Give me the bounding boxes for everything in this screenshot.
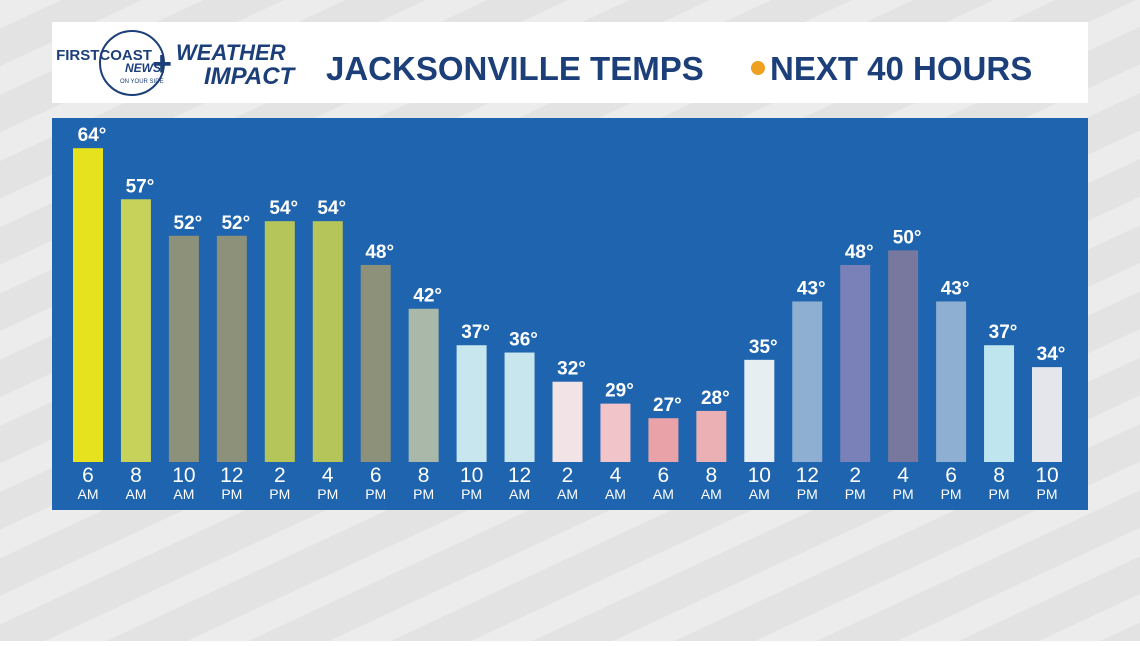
bar xyxy=(360,264,391,462)
bar xyxy=(888,250,919,462)
x-tick-period: AM xyxy=(125,486,146,502)
x-tick-hour: 10 xyxy=(460,464,483,487)
x-tick-period: PM xyxy=(413,486,434,502)
x-tick-hour: 6 xyxy=(658,464,670,487)
bar xyxy=(168,235,199,462)
x-tick-hour: 8 xyxy=(993,464,1005,487)
bar xyxy=(984,345,1015,462)
bar xyxy=(264,221,295,462)
x-tick-period: AM xyxy=(749,486,770,502)
value-label: 32° xyxy=(557,359,586,380)
x-tick-period: PM xyxy=(989,486,1010,502)
x-tick-hour: 4 xyxy=(610,464,622,487)
x-tick-period: PM xyxy=(461,486,482,502)
bar xyxy=(792,301,823,462)
value-label: 42° xyxy=(413,286,442,307)
x-tick-hour: 6 xyxy=(82,464,94,487)
bar xyxy=(120,199,151,462)
bar xyxy=(1032,367,1062,462)
bar xyxy=(408,308,439,462)
value-label: 57° xyxy=(126,176,155,197)
x-tick-hour: 12 xyxy=(220,464,243,487)
x-tick-period: AM xyxy=(509,486,530,502)
logo-station: FIRSTCOAST xyxy=(56,47,152,64)
x-tick-hour: 12 xyxy=(508,464,531,487)
x-tick-hour: 6 xyxy=(945,464,957,487)
x-tick-period: AM xyxy=(605,486,626,502)
bar xyxy=(696,410,727,462)
x-tick-hour: 10 xyxy=(172,464,195,487)
x-tick-period: AM xyxy=(173,486,194,502)
bar xyxy=(552,381,583,462)
x-tick-hour: 6 xyxy=(370,464,382,487)
logo-weather: WEATHER xyxy=(176,40,286,65)
logo-ring xyxy=(99,30,165,96)
x-tick-hour: 10 xyxy=(1035,464,1058,487)
x-tick-hour: 4 xyxy=(322,464,334,487)
value-label: 29° xyxy=(605,381,634,402)
logo-plus: + xyxy=(152,45,172,83)
chart-subtitle: NEXT 40 HOURS xyxy=(770,50,1032,87)
x-tick-period: AM xyxy=(78,486,99,502)
x-tick-period: PM xyxy=(221,486,242,502)
bar xyxy=(600,403,631,462)
value-label: 50° xyxy=(893,227,922,248)
bar xyxy=(73,148,103,463)
value-label: 28° xyxy=(701,388,730,409)
value-label: 37° xyxy=(461,322,490,343)
value-label: 48° xyxy=(845,242,874,263)
logo-news: NEWS xyxy=(125,61,161,75)
x-tick-period: AM xyxy=(557,486,578,502)
x-tick-period: PM xyxy=(269,486,290,502)
bar xyxy=(504,352,535,462)
value-label: 35° xyxy=(749,337,778,358)
x-tick-hour: 8 xyxy=(706,464,718,487)
bar xyxy=(312,221,343,462)
bar xyxy=(456,345,487,462)
value-label: 27° xyxy=(653,395,682,416)
x-tick-hour: 2 xyxy=(849,464,861,487)
value-label: 52° xyxy=(221,213,250,234)
value-label: 43° xyxy=(941,278,970,299)
bar xyxy=(744,359,775,462)
bar xyxy=(936,301,967,462)
x-tick-hour: 12 xyxy=(796,464,819,487)
x-tick-period: PM xyxy=(941,486,962,502)
title-separator xyxy=(751,61,765,75)
x-tick-hour: 10 xyxy=(748,464,771,487)
bar xyxy=(840,264,871,462)
x-tick-hour: 4 xyxy=(897,464,909,487)
value-label: 48° xyxy=(365,242,394,263)
header-box xyxy=(52,22,1088,103)
bar xyxy=(216,235,247,462)
value-label: 52° xyxy=(174,213,203,234)
x-tick-hour: 8 xyxy=(130,464,142,487)
x-tick-hour: 8 xyxy=(418,464,430,487)
x-tick-period: AM xyxy=(653,486,674,502)
x-tick-period: PM xyxy=(845,486,866,502)
value-label: 54° xyxy=(269,198,298,219)
x-tick-period: PM xyxy=(365,486,386,502)
x-tick-period: AM xyxy=(701,486,722,502)
value-label: 36° xyxy=(509,330,538,351)
logo-impact: IMPACT xyxy=(204,63,297,90)
value-label: 37° xyxy=(989,322,1018,343)
x-tick-hour: 2 xyxy=(562,464,574,487)
x-tick-period: PM xyxy=(317,486,338,502)
x-tick-period: PM xyxy=(797,486,818,502)
x-tick-period: PM xyxy=(1037,486,1058,502)
value-label: 64° xyxy=(78,125,107,146)
value-label: 54° xyxy=(317,198,346,219)
logo-tagline: ON YOUR SIDE xyxy=(120,79,164,85)
chart-title: JACKSONVILLE TEMPS xyxy=(326,50,704,87)
bar xyxy=(648,418,679,462)
value-label: 34° xyxy=(1037,344,1066,365)
value-label: 43° xyxy=(797,278,826,299)
x-tick-period: PM xyxy=(893,486,914,502)
x-tick-hour: 2 xyxy=(274,464,286,487)
